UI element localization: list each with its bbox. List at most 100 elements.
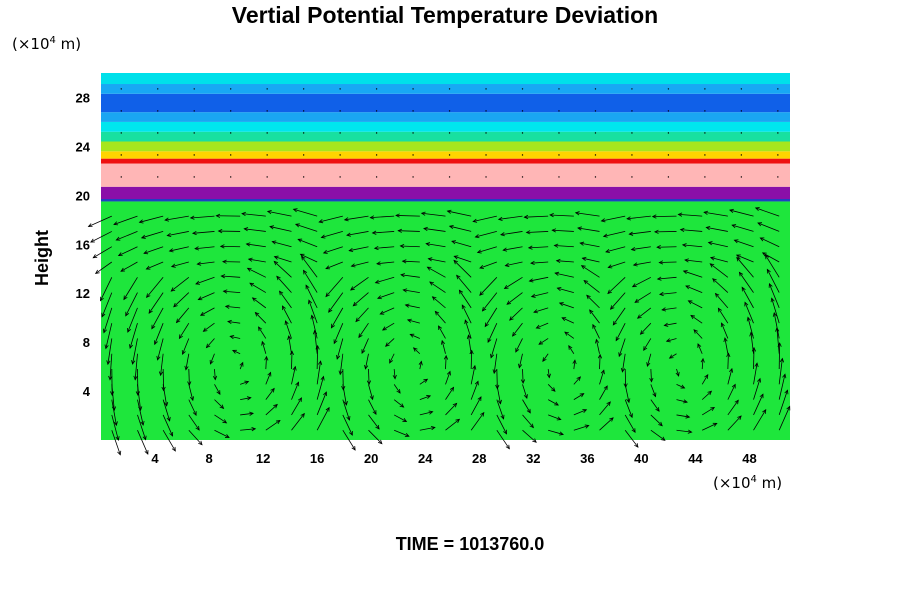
velocity-arrow — [164, 215, 189, 222]
vector-dot — [157, 154, 159, 156]
velocity-arrow — [684, 258, 703, 263]
vector-dot — [302, 110, 305, 112]
velocity-arrow — [251, 297, 267, 309]
velocity-arrow — [592, 323, 600, 339]
vector-dot — [193, 110, 195, 112]
velocity-arrow — [125, 292, 138, 317]
velocity-arrow — [199, 307, 215, 316]
velocity-arrow — [143, 246, 164, 255]
velocity-arrow — [156, 338, 164, 361]
vector-dot — [777, 88, 779, 90]
vector-dot — [302, 176, 305, 178]
velocity-arrow — [120, 261, 138, 272]
y-axis-label: Height — [32, 230, 52, 286]
heat-band-6 — [101, 141, 790, 152]
velocity-arrow — [470, 396, 482, 416]
velocity-arrow — [342, 399, 351, 421]
velocity-arrow — [282, 305, 292, 324]
velocity-arrow — [630, 246, 651, 252]
vector-dot — [120, 88, 122, 90]
velocity-arrow — [778, 373, 787, 400]
velocity-arrow — [316, 375, 325, 400]
velocity-arrow — [217, 229, 241, 234]
velocity-arrow — [240, 396, 252, 401]
velocity-arrow — [581, 256, 600, 263]
velocity-arrow — [358, 322, 369, 339]
velocity-arrow — [701, 390, 713, 400]
velocity-arrow — [418, 360, 423, 370]
velocity-arrow — [453, 259, 472, 278]
velocity-arrow — [649, 369, 654, 383]
velocity-arrow — [393, 414, 408, 422]
velocity-arrow — [646, 353, 652, 368]
vector-dot — [266, 154, 268, 156]
velocity-arrow — [583, 279, 600, 293]
velocity-arrow — [445, 418, 461, 431]
vector-dot — [266, 176, 268, 178]
velocity-arrow — [348, 246, 369, 253]
vector-dot — [521, 154, 524, 156]
velocity-arrow — [690, 314, 703, 324]
x-tick-label: 8 — [205, 451, 212, 466]
velocity-arrow — [419, 378, 429, 385]
velocity-arrow — [431, 296, 446, 309]
velocity-arrow — [757, 222, 780, 232]
velocity-arrow — [651, 214, 677, 219]
velocity-arrow — [547, 384, 556, 392]
velocity-arrow — [496, 414, 507, 435]
velocity-arrow — [440, 339, 446, 354]
velocity-arrow — [609, 292, 626, 310]
velocity-arrow — [639, 322, 652, 335]
x-tick-label: 36 — [580, 451, 594, 466]
velocity-arrow — [232, 349, 241, 355]
velocity-arrow — [170, 261, 189, 268]
velocity-arrow — [759, 237, 780, 248]
velocity-arrow — [369, 215, 395, 220]
vector-dot — [229, 154, 232, 156]
velocity-arrow — [181, 338, 190, 355]
vector-dot — [485, 110, 487, 112]
velocity-arrow — [264, 355, 269, 370]
velocity-arrow — [599, 385, 608, 400]
vector-dot — [339, 110, 341, 112]
velocity-arrow — [726, 352, 731, 370]
velocity-arrow — [573, 376, 581, 385]
velocity-arrow — [249, 282, 267, 293]
vector-dot — [521, 132, 524, 134]
heat-band-7 — [101, 131, 790, 142]
velocity-arrow — [284, 320, 292, 339]
velocity-arrow — [697, 343, 703, 354]
y-tick-label: 8 — [83, 335, 90, 350]
velocity-arrow — [542, 353, 549, 362]
velocity-arrow — [553, 243, 574, 248]
velocity-arrow — [364, 353, 369, 370]
velocity-arrow — [741, 286, 754, 309]
vector-dot — [594, 110, 597, 112]
velocity-arrow — [412, 347, 421, 355]
velocity-arrow — [292, 208, 318, 217]
velocity-arrow — [195, 276, 215, 285]
velocity-arrow — [701, 406, 716, 416]
velocity-arrow — [194, 246, 215, 251]
vector-dot — [302, 154, 305, 156]
y-tick-label: 24 — [76, 139, 91, 154]
x-tick-label: 24 — [418, 451, 433, 466]
vector-dot — [521, 88, 524, 90]
velocity-arrow — [522, 399, 531, 414]
velocity-arrow — [215, 213, 241, 218]
velocity-arrow — [191, 230, 215, 236]
velocity-arrow — [352, 292, 369, 307]
velocity-arrow — [108, 353, 113, 381]
velocity-arrow — [504, 261, 523, 268]
velocity-arrow — [676, 414, 691, 419]
vector-dot — [667, 88, 670, 90]
y-tick-label: 12 — [76, 286, 90, 301]
velocity-arrow — [129, 323, 138, 349]
vector-dot — [777, 110, 779, 112]
velocity-arrow — [368, 399, 377, 415]
velocity-arrow — [100, 277, 113, 302]
velocity-arrow — [373, 245, 395, 251]
heat-band-3 — [101, 163, 790, 187]
velocity-arrow — [393, 399, 405, 408]
velocity-arrow — [631, 276, 652, 288]
